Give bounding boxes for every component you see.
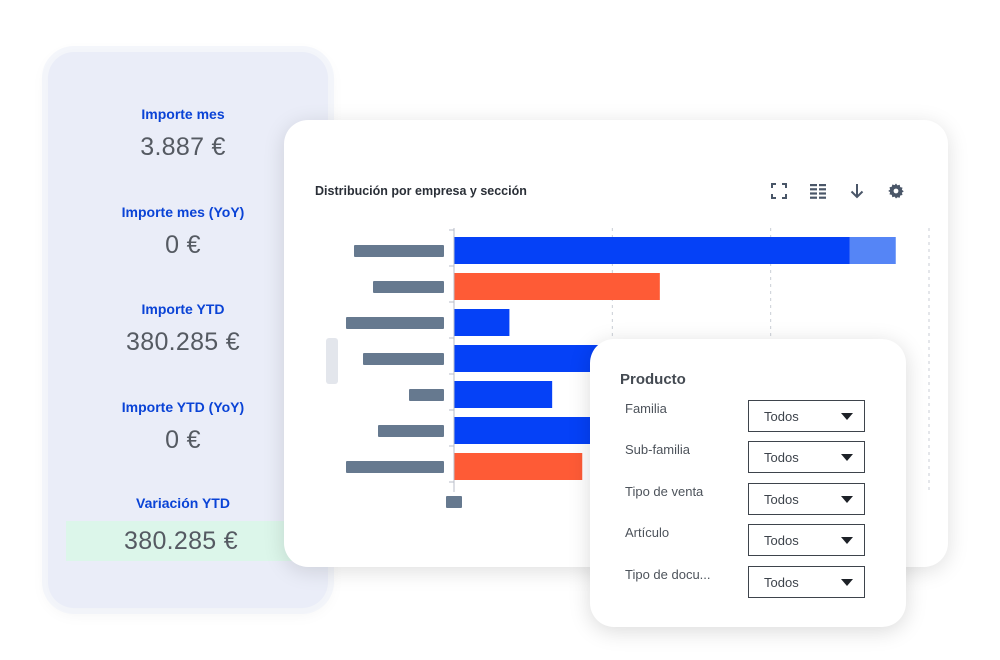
filter-label: Sub-familia [625,442,691,457]
caret-down-icon [841,454,853,461]
select-value: Todos [764,450,799,465]
kpi-label: Importe YTD (YoY) [121,399,245,415]
bar [454,237,850,264]
tipo-de-venta-select[interactable]: Todos [748,483,865,515]
filter-row-articulo: Artículo Todos [590,524,906,558]
kpi-importe-mes-yoy: Importe mes (YoY) 0 € [48,204,318,260]
tipo-de-documento-select[interactable]: Todos [748,566,865,598]
kpi-value: 3.887 € [140,133,226,161]
bar-segment [849,237,896,264]
filter-row-sub-familia: Sub-familia Todos [590,441,906,475]
filter-label: Artículo [625,525,670,540]
select-value: Todos [764,575,799,590]
category-label-placeholder [378,425,444,437]
kpi-value: 0 € [165,231,201,259]
x-tick-label-placeholder [446,496,462,508]
select-value: Todos [764,492,799,507]
kpi-importe-ytd: Importe YTD 380.285 € [48,301,318,357]
kpi-variacion-ytd: Variación YTD 380.285 € [48,495,318,561]
category-label-placeholder [346,461,444,473]
caret-down-icon [841,496,853,503]
filter-row-familia: Familia Todos [590,400,906,434]
scroll-handle [326,338,338,384]
kpi-importe-ytd-yoy: Importe YTD (YoY) 0 € [48,399,318,455]
caret-down-icon [841,413,853,420]
chart-title: Distribución por empresa y sección [315,184,527,198]
fullscreen-icon[interactable] [770,182,788,200]
category-label-placeholder [363,353,444,365]
filter-label: Familia [625,401,667,416]
kpi-label: Variación YTD [136,495,230,511]
kpi-value: 0 € [165,426,201,454]
category-label-placeholder [409,389,444,401]
filter-row-tipo-de-documento: Tipo de docu... Todos [590,566,906,600]
category-label-placeholder [354,245,444,257]
filter-title: Producto [620,371,686,388]
filter-row-tipo-de-venta: Tipo de venta Todos [590,483,906,517]
download-icon[interactable] [848,182,866,200]
bar [454,381,553,408]
filter-label: Tipo de venta [625,484,704,499]
bar [454,273,660,300]
filter-card: Producto Familia Todos Sub-familia Todos… [590,339,906,627]
kpi-label: Importe mes (YoY) [121,204,245,220]
bar [454,453,583,480]
select-value: Todos [764,409,799,424]
kpi-importe-mes: Importe mes 3.887 € [48,106,318,162]
sub-familia-select[interactable]: Todos [748,441,865,473]
kpi-label: Importe mes [141,106,225,122]
articulo-select[interactable]: Todos [748,524,865,556]
kpi-value: 380.285 € [126,328,240,356]
kpi-label: Importe YTD [141,301,225,317]
caret-down-icon [841,537,853,544]
table-view-icon[interactable] [809,182,827,200]
kpi-value-highlighted: 380.285 € [66,521,296,561]
bar [454,309,510,336]
category-label-placeholder [346,317,444,329]
kpi-panel: Importe mes 3.887 € Importe mes (YoY) 0 … [48,52,328,608]
familia-select[interactable]: Todos [748,400,865,432]
select-value: Todos [764,533,799,548]
caret-down-icon [841,579,853,586]
filter-label: Tipo de docu... [625,567,711,582]
category-label-placeholder [373,281,444,293]
settings-icon[interactable] [887,182,905,200]
